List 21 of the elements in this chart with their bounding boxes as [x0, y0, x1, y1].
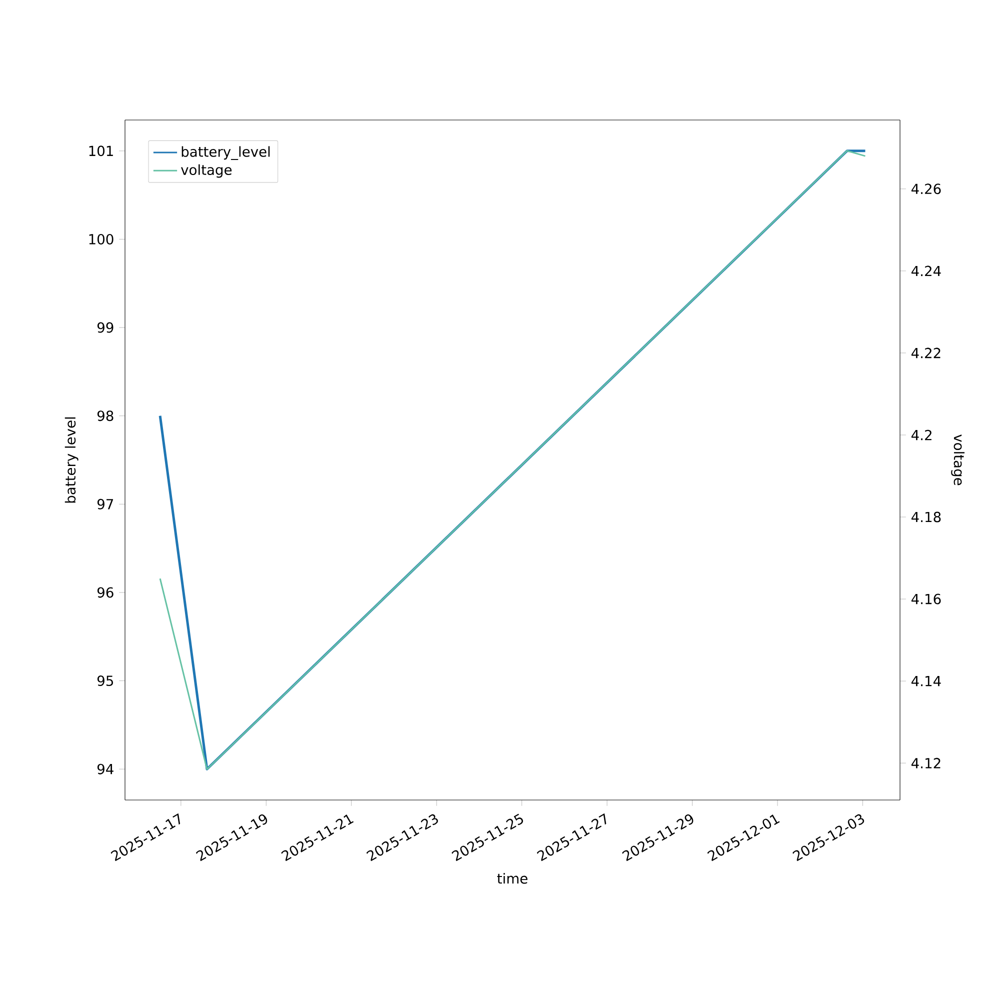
x-axis-title: time: [497, 873, 528, 884]
y2-tick-label: 4.18: [911, 512, 941, 522]
y2-tick-label: 4.12: [911, 758, 940, 768]
legend-label: battery_level: [182, 146, 270, 160]
y2-tick-label: 4.26: [911, 184, 941, 194]
y-axis-title: battery level: [64, 417, 78, 503]
y2-tick-label: 4.24: [911, 266, 941, 276]
y2-tick-label: 4.2: [911, 430, 932, 440]
y-tick-label: 100: [89, 234, 114, 244]
y-tick-label: 97: [97, 498, 114, 510]
y2-tick-label: 4.14: [911, 676, 941, 686]
y-tick-label: 94: [97, 764, 114, 774]
y-tick-label: 96: [97, 587, 114, 598]
y2-axis-title: voltage: [951, 434, 965, 486]
y-tick-label: 95: [97, 676, 113, 686]
y-tick-label: 99: [97, 322, 114, 333]
y2-tick-label: 4.16: [911, 594, 941, 604]
legend-label: voltage: [181, 164, 232, 178]
y-tick-label: 98: [97, 410, 114, 422]
y2-tick-label: 4.22: [911, 348, 940, 358]
y-tick-label: 101: [89, 146, 113, 156]
